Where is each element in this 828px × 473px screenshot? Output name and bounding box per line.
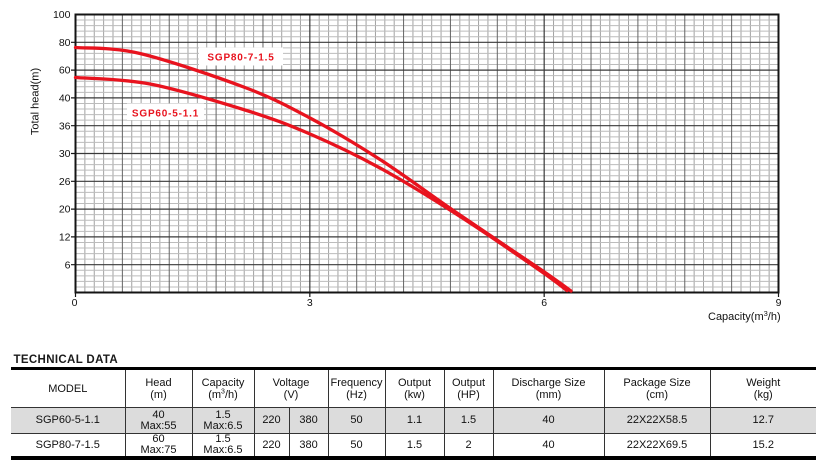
- svg-text:SGP80-7-1.5: SGP80-7-1.5: [207, 53, 274, 64]
- svg-text:9: 9: [776, 297, 782, 309]
- svg-text:100: 100: [53, 9, 71, 21]
- svg-text:SGP60-5-1.1: SGP60-5-1.1: [132, 109, 199, 120]
- svg-text:30: 30: [59, 148, 71, 160]
- svg-text:12: 12: [59, 232, 71, 244]
- svg-text:26: 26: [59, 176, 71, 188]
- svg-text:Total head(m): Total head(m): [30, 68, 42, 135]
- svg-text:3: 3: [307, 297, 313, 309]
- svg-text:6: 6: [541, 297, 547, 309]
- svg-text:36: 36: [59, 120, 71, 132]
- svg-text:0: 0: [72, 297, 78, 309]
- svg-text:60: 60: [59, 65, 71, 77]
- svg-text:6: 6: [65, 259, 71, 271]
- svg-text:Capacity(m3/h): Capacity(m3/h): [708, 309, 781, 323]
- svg-text:40: 40: [59, 93, 71, 105]
- svg-text:80: 80: [59, 37, 71, 49]
- svg-text:20: 20: [59, 204, 71, 216]
